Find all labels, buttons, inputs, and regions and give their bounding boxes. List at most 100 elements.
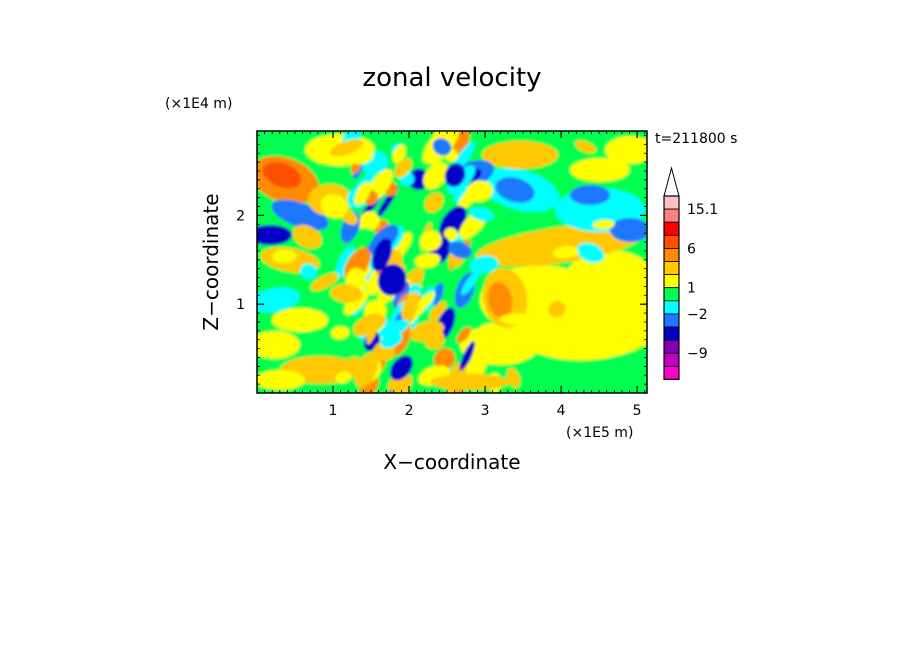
wave-packet-cell	[444, 227, 458, 241]
field-patch	[409, 320, 445, 342]
colorbar-frame	[663, 195, 680, 380]
colorbar-level	[663, 208, 680, 223]
field-patch	[335, 371, 352, 384]
colorbar-label: 15.1	[687, 202, 718, 218]
wave-packet-cell	[389, 355, 413, 381]
field-patch	[419, 230, 442, 252]
y-axis-ticks: 12	[236, 135, 647, 385]
region-positive	[565, 250, 647, 310]
x-tick-label: 1	[329, 403, 338, 419]
region-background	[520, 382, 640, 393]
region-positive-strong	[262, 161, 302, 189]
colorbar-level	[663, 300, 680, 315]
region-positive	[257, 370, 305, 390]
wave-packet-cell	[394, 158, 413, 178]
field-patch	[292, 224, 322, 249]
wave-packet-cell	[357, 375, 379, 393]
y-axis-label: Z−coordinate	[199, 193, 223, 330]
contour-field	[257, 131, 647, 393]
region-negative-strong	[377, 264, 407, 296]
region-negative-mid	[495, 177, 535, 203]
wave-packet-cell	[344, 356, 364, 376]
region-negative-mid	[610, 218, 647, 242]
field-patch	[310, 272, 339, 291]
x-tick-label: 3	[481, 403, 490, 419]
colorbar-level	[663, 261, 680, 276]
region-positive	[570, 158, 630, 182]
wave-packet-cell	[423, 162, 449, 190]
field-patch	[379, 331, 403, 349]
field-patch	[378, 319, 410, 338]
field-patch	[414, 253, 441, 269]
region-negative-strong	[257, 225, 292, 245]
region-positive-mid	[482, 141, 558, 169]
region-negative-mid	[448, 241, 472, 259]
region-positive	[605, 136, 647, 164]
wave-packet-cell	[456, 326, 471, 343]
region-positive-mid	[430, 374, 510, 390]
colorbar-level	[663, 339, 680, 354]
field-patch	[477, 323, 502, 342]
field-patch	[499, 313, 534, 325]
wave-packet-cell	[461, 271, 479, 296]
y-axis-multiplier: (×1E4 m)	[165, 96, 232, 112]
wave-packet-cell	[409, 284, 422, 297]
region-positive	[257, 331, 300, 359]
x-tick-label: 4	[557, 403, 566, 419]
colorbar-level	[663, 352, 680, 367]
region-positive-strong	[487, 282, 513, 318]
region-negative-mid	[271, 199, 329, 231]
wave-packet-cell	[434, 348, 456, 371]
field-patch	[469, 255, 499, 274]
y-tick-label: 1	[236, 297, 245, 313]
x-tick-label: 2	[405, 403, 414, 419]
colorbar-label: 6	[687, 241, 696, 257]
wave-packet-cell	[393, 281, 410, 309]
region-negative-mid	[570, 185, 610, 205]
colorbar: 15.1 6 1 −2 −9	[663, 166, 718, 380]
region-negative-strong	[444, 163, 466, 187]
plot-frame	[256, 130, 648, 394]
y-tick-label: 2	[236, 208, 245, 224]
wave-packet-cell	[459, 341, 475, 371]
field-patch	[330, 139, 364, 157]
field-patch	[330, 284, 363, 303]
region-positive-mid	[475, 223, 645, 267]
field-patch	[592, 219, 615, 230]
x-axis-label: X−coordinate	[383, 450, 520, 474]
colorbar-level	[663, 247, 680, 262]
chart-title: zonal velocity	[362, 63, 541, 93]
field-patch	[469, 207, 494, 222]
field-patch	[300, 263, 318, 280]
time-label: t=211800 s	[655, 131, 737, 147]
colorbar-level	[663, 195, 680, 210]
x-axis-multiplier: (×1E5 m)	[566, 425, 633, 441]
field-patch	[548, 300, 566, 318]
colorbar-level	[663, 287, 680, 302]
wave-packet-cell	[392, 144, 406, 163]
colorbar-level	[663, 234, 680, 249]
wave-packet-cell	[432, 138, 452, 156]
wave-packet-cell	[424, 192, 444, 213]
field-patch	[506, 368, 521, 388]
field-patch	[364, 313, 387, 328]
field-patch	[320, 194, 348, 219]
colorbar-level	[663, 365, 680, 380]
wave-packet-cell	[402, 291, 419, 327]
wave-packet-cell	[392, 374, 413, 393]
region-positive	[272, 308, 328, 332]
colorbar-extension-triangle	[663, 166, 680, 197]
colorbar-level	[663, 274, 680, 289]
x-axis-ticks: 1 2 3 4 5	[264, 131, 646, 419]
colorbar-label: −2	[687, 307, 708, 323]
field-patch	[576, 242, 605, 263]
field-patch	[552, 246, 579, 259]
colorbar-level	[663, 221, 680, 236]
wave-packet-cell	[371, 238, 393, 272]
colorbar-label: 1	[687, 281, 696, 297]
wave-packet-cell	[354, 182, 372, 206]
field-patch	[331, 326, 350, 340]
wave-packet-cell	[429, 301, 447, 322]
wave-packet-cell	[361, 211, 380, 230]
field-patch	[272, 249, 297, 264]
